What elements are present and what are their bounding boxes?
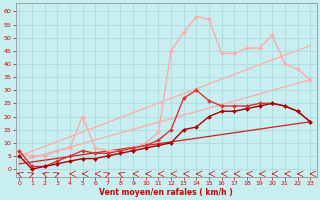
X-axis label: Vent moyen/en rafales ( km/h ): Vent moyen/en rafales ( km/h ) (99, 188, 233, 197)
